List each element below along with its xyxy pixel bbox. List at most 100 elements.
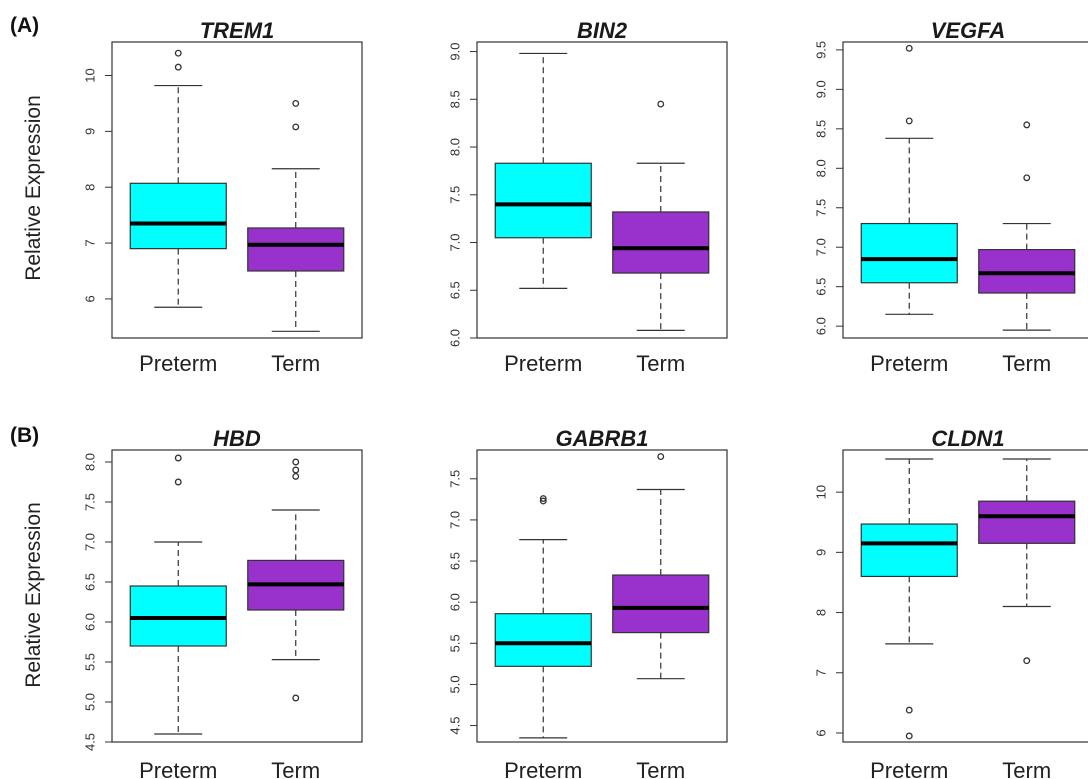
outlier-point <box>292 472 300 480</box>
y-tick-label: 8.0 <box>83 453 98 471</box>
y-tick-label: 9 <box>814 549 829 556</box>
y-tick-label: 7.5 <box>814 199 829 217</box>
boxplot-trem1: TREM1 6 7 8 9 10 Preterm Term <box>83 18 363 376</box>
category-label-term: Term <box>1002 758 1051 779</box>
plot-frame <box>476 41 728 339</box>
category-label-preterm: Preterm <box>870 351 948 376</box>
outlier-point <box>1023 121 1031 129</box>
outlier-point <box>905 706 913 714</box>
y-tick-label: 7.5 <box>448 470 463 488</box>
iqr-box-term <box>247 227 345 272</box>
category-label-term: Term <box>271 351 320 376</box>
y-tick-label: 8.0 <box>814 159 829 177</box>
y-tick-label: 6.0 <box>448 329 463 347</box>
plot-frame <box>842 41 1088 339</box>
panel-label-a: (A) <box>10 14 39 37</box>
y-tick-label: 6 <box>83 295 98 302</box>
outlier-point <box>292 99 300 107</box>
outlier-point <box>1023 174 1031 182</box>
y-tick-label: 8.5 <box>448 90 463 108</box>
outlier-point <box>539 495 547 502</box>
iqr-box-preterm <box>860 222 958 284</box>
y-tick-label: 8.5 <box>814 120 829 138</box>
y-tick-label: 10 <box>814 485 829 499</box>
outlier-point <box>174 49 182 57</box>
iqr-box-term <box>612 574 710 634</box>
iqr-box-preterm <box>860 523 958 578</box>
plots: TREM1 6 7 8 9 10 Preterm Term BIN2 6.0 6.5 7.0 7.5 8.… <box>83 18 1088 779</box>
y-tick-label: 7.0 <box>814 238 829 256</box>
plot-title: HBD <box>213 426 261 451</box>
outlier-point <box>174 454 182 462</box>
outlier-point <box>657 100 665 108</box>
outlier-point <box>539 497 547 505</box>
y-tick-label: 8 <box>83 184 98 191</box>
y-tick-label: 7.0 <box>448 233 463 251</box>
y-tick-label: 4.5 <box>83 733 98 751</box>
y-tick-label: 5.5 <box>83 653 98 671</box>
y-axis-label-row-b: Relative Expression <box>22 502 45 688</box>
boxplot-vegfa: VEGFA 6.0 6.5 7.0 7.5 8.0 8.5 9.0 9.5 Preterm Term <box>814 18 1088 376</box>
plot-title: BIN2 <box>577 18 628 43</box>
y-tick-label: 9.0 <box>448 43 463 61</box>
y-tick-label: 6.5 <box>448 281 463 299</box>
category-label-preterm: Preterm <box>504 758 582 779</box>
category-label-term: Term <box>1002 351 1051 376</box>
y-tick-label: 6.5 <box>814 278 829 296</box>
y-tick-label: 5.5 <box>448 634 463 652</box>
y-tick-label: 9.0 <box>814 80 829 98</box>
category-label-preterm: Preterm <box>139 758 217 779</box>
outlier-point <box>1023 657 1031 665</box>
y-tick-label: 9 <box>83 128 98 135</box>
iqr-box-preterm <box>129 182 227 250</box>
outlier-point <box>292 458 300 466</box>
y-tick-label: 6.5 <box>448 552 463 570</box>
y-tick-label: 5.0 <box>448 675 463 693</box>
plot-title: TREM1 <box>200 18 275 43</box>
category-label-term: Term <box>271 758 320 779</box>
y-tick-label: 7 <box>814 669 829 676</box>
outlier-point <box>292 123 300 131</box>
category-label-preterm: Preterm <box>139 351 217 376</box>
plot-frame <box>476 449 728 743</box>
y-tick-label: 6.0 <box>814 317 829 335</box>
outlier-point <box>905 44 913 52</box>
outlier-point <box>292 466 300 474</box>
y-tick-label: 7.0 <box>448 511 463 529</box>
y-tick-label: 7 <box>83 239 98 246</box>
plot-title: CLDN1 <box>931 426 1004 451</box>
category-label-preterm: Preterm <box>504 351 582 376</box>
y-tick-label: 6.0 <box>83 613 98 631</box>
outlier-point <box>905 732 913 740</box>
y-tick-label: 5.0 <box>83 693 98 711</box>
outlier-point <box>174 63 182 71</box>
category-label-preterm: Preterm <box>870 758 948 779</box>
y-tick-label: 4.5 <box>448 717 463 735</box>
iqr-box-term <box>612 211 710 274</box>
plot-frame <box>842 449 1088 743</box>
y-tick-label: 6.5 <box>83 573 98 591</box>
iqr-box-preterm <box>494 613 592 667</box>
y-tick-label: 7.5 <box>83 493 98 511</box>
y-tick-label: 6 <box>814 729 829 736</box>
plot-title: GABRB1 <box>556 426 649 451</box>
outlier-point <box>905 117 913 125</box>
y-axis-label-row-a: Relative Expression <box>22 95 45 281</box>
plot-frame <box>111 41 363 339</box>
category-label-term: Term <box>636 758 685 779</box>
y-tick-label: 10 <box>83 68 98 82</box>
boxplot-bin2: BIN2 6.0 6.5 7.0 7.5 8.0 8.5 9.0 Preterm Term <box>448 18 728 376</box>
panel-label-b: (B) <box>10 424 39 447</box>
boxplot-gabrb1: GABRB1 4.5 5.0 5.5 6.0 6.5 7.0 7.5 Preterm Term <box>448 426 728 779</box>
outlier-point <box>657 453 665 461</box>
y-tick-label: 7.0 <box>83 533 98 551</box>
category-label-term: Term <box>636 351 685 376</box>
y-tick-label: 8.0 <box>448 138 463 156</box>
y-tick-label: 9.5 <box>814 41 829 59</box>
y-tick-label: 6.0 <box>448 593 463 611</box>
boxplot-cldn1: CLDN1 6 7 8 9 10 Preterm Term <box>814 426 1088 779</box>
plot-frame <box>111 449 363 743</box>
outlier-point <box>174 478 182 486</box>
y-tick-label: 7.5 <box>448 186 463 204</box>
